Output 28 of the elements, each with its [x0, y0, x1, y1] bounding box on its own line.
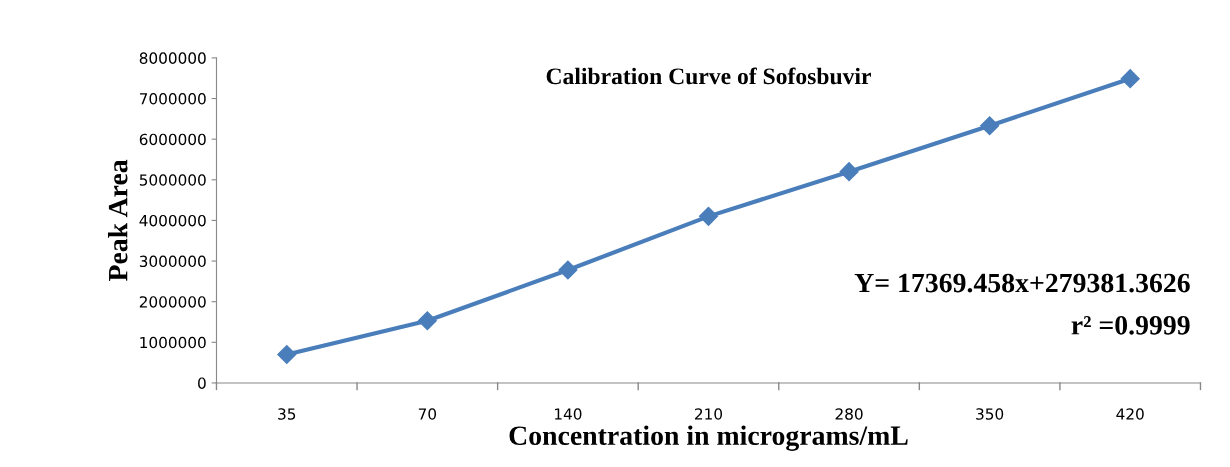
y-tick-label: 8000000: [139, 52, 206, 64]
point: [839, 162, 859, 182]
x-axis-title: Concentration in micrograms/mL: [509, 425, 908, 451]
y-tick-label: 3000000: [139, 255, 206, 268]
x-tick-label: 210: [695, 408, 723, 420]
x-tick-label: 350: [976, 408, 1004, 420]
y-tick-label: 6000000: [139, 133, 206, 146]
y-axis-title: Peak Area: [107, 159, 128, 282]
x-tick-label: 70: [418, 408, 437, 420]
y-tick-label: 7000000: [139, 93, 206, 105]
y-tick-label: 4000000: [139, 214, 206, 227]
point: [1120, 69, 1140, 89]
point: [558, 260, 578, 280]
x-tick-label: 420: [1116, 408, 1144, 420]
y-tick-label: 5000000: [139, 174, 206, 186]
annotation: r² =0.9999: [1071, 315, 1190, 335]
y-tick-label: 0: [198, 377, 206, 389]
x-tick-label: 35: [278, 408, 296, 420]
chart-title: Calibration Curve of Sofosbuvir: [546, 67, 871, 85]
y-tick-label: 1000000: [140, 336, 206, 349]
x-tick-label: 140: [555, 408, 582, 420]
point: [277, 344, 297, 365]
point: [980, 116, 1000, 136]
x-tick-label: 280: [835, 408, 863, 420]
point: [417, 311, 437, 331]
y-tick-label: 2000000: [139, 296, 206, 308]
point: [698, 206, 719, 226]
annotation: Y= 17369.458x+279381.3626: [854, 273, 1190, 293]
